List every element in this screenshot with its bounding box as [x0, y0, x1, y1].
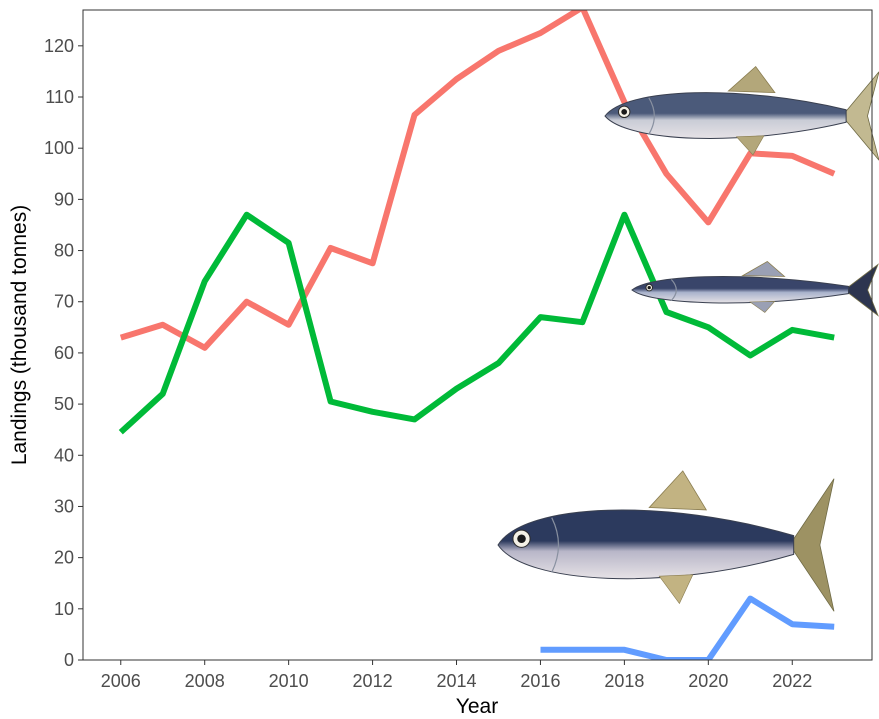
- y-tick-label: 0: [64, 650, 74, 670]
- x-tick-label: 2012: [353, 671, 393, 691]
- fish-illustrations: [497, 66, 879, 612]
- x-tick-label: 2008: [185, 671, 225, 691]
- plot-panel-border: [82, 9, 873, 661]
- series-line-3: [540, 595, 835, 660]
- x-tick-label: 2022: [772, 671, 812, 691]
- y-tick-label: 50: [54, 394, 74, 414]
- y-tick-label: 40: [54, 445, 74, 465]
- y-tick-label: 30: [54, 496, 74, 516]
- herring-illustration: [497, 470, 835, 612]
- y-tick-label: 70: [54, 292, 74, 312]
- x-tick-label: 2020: [688, 671, 728, 691]
- y-tick-label: 20: [54, 548, 74, 568]
- series-line-2: [118, 211, 835, 435]
- series-layer: [118, 10, 836, 660]
- y-axis: 0 10 20 30 40 50 60 70 80 90 100 110 120: [44, 36, 83, 670]
- y-axis-title: Landings (thousand tonnes): [8, 205, 31, 465]
- x-tick-label: 2016: [520, 671, 560, 691]
- anchovy-illustration: [631, 261, 879, 317]
- sardine-illustration: [604, 66, 879, 161]
- series-line-1: [119, 10, 836, 351]
- x-axis: 2006 2008 2010 2012 2014 2016 2018 2020 2022: [101, 660, 812, 691]
- x-tick-label: 2014: [436, 671, 476, 691]
- y-tick-label: 100: [44, 138, 74, 158]
- y-tick-label: 10: [54, 599, 74, 619]
- y-tick-label: 80: [54, 241, 74, 261]
- x-tick-label: 2018: [604, 671, 644, 691]
- x-tick-label: 2010: [269, 671, 309, 691]
- y-tick-label: 110: [45, 87, 74, 107]
- y-tick-label: 60: [54, 343, 74, 363]
- x-tick-label: 2006: [101, 671, 141, 691]
- x-axis-title: Year: [456, 695, 498, 718]
- y-tick-label: 90: [54, 189, 74, 209]
- y-tick-label: 120: [44, 36, 74, 56]
